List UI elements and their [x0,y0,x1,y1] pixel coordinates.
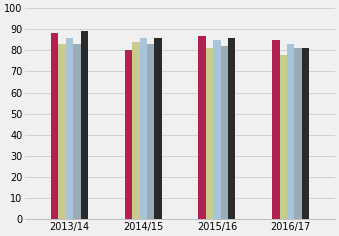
Bar [147,44,154,219]
Bar [125,50,132,219]
Bar [66,38,73,219]
Bar [302,48,309,219]
Bar [140,38,147,219]
Bar [272,40,280,219]
Bar [294,48,302,219]
Bar [228,38,235,219]
Bar [73,44,81,219]
Bar [213,40,221,219]
Bar [81,31,88,219]
Bar [51,34,59,219]
Bar [280,55,287,219]
Bar [199,36,206,219]
Bar [206,48,213,219]
Bar [287,44,294,219]
Bar [59,44,66,219]
Bar [154,38,162,219]
Bar [132,42,140,219]
Bar [221,46,228,219]
